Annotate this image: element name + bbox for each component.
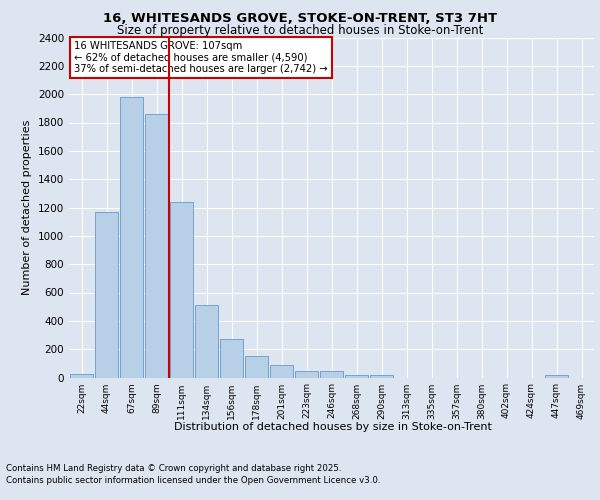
Bar xyxy=(145,114,168,378)
Bar xyxy=(120,97,143,378)
Y-axis label: Number of detached properties: Number of detached properties xyxy=(22,120,32,295)
Text: Size of property relative to detached houses in Stoke-on-Trent: Size of property relative to detached ho… xyxy=(117,24,483,37)
Bar xyxy=(545,374,568,378)
Bar xyxy=(220,338,243,378)
Bar xyxy=(320,371,343,378)
Bar xyxy=(295,371,318,378)
Text: Contains HM Land Registry data © Crown copyright and database right 2025.: Contains HM Land Registry data © Crown c… xyxy=(6,464,341,473)
Bar xyxy=(70,374,93,378)
Bar xyxy=(95,212,118,378)
Text: Distribution of detached houses by size in Stoke-on-Trent: Distribution of detached houses by size … xyxy=(174,422,492,432)
Text: 16 WHITESANDS GROVE: 107sqm
← 62% of detached houses are smaller (4,590)
37% of : 16 WHITESANDS GROVE: 107sqm ← 62% of det… xyxy=(74,41,328,74)
Bar xyxy=(270,365,293,378)
Bar xyxy=(370,374,393,378)
Bar xyxy=(245,356,268,378)
Bar xyxy=(345,374,368,378)
Bar xyxy=(195,305,218,378)
Text: 16, WHITESANDS GROVE, STOKE-ON-TRENT, ST3 7HT: 16, WHITESANDS GROVE, STOKE-ON-TRENT, ST… xyxy=(103,12,497,26)
Bar xyxy=(170,202,193,378)
Text: Contains public sector information licensed under the Open Government Licence v3: Contains public sector information licen… xyxy=(6,476,380,485)
